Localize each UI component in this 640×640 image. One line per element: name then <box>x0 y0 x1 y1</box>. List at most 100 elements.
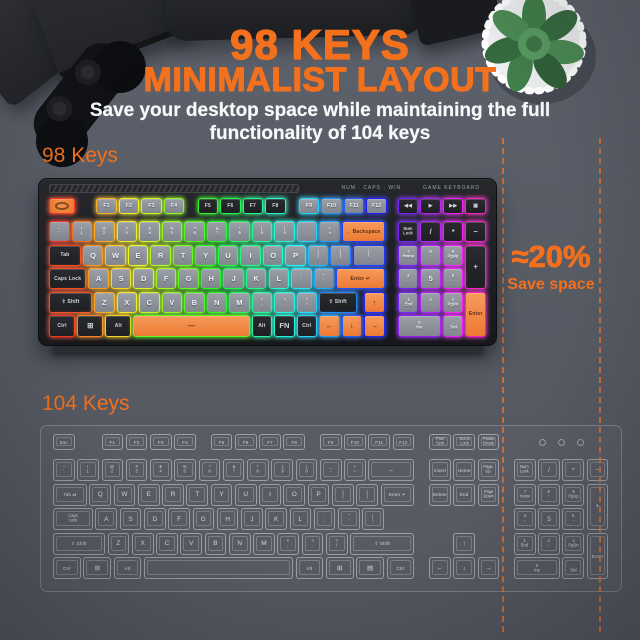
key-←: ← <box>319 315 340 337</box>
key-+: + <box>465 244 486 290</box>
key-(-9: ( 9 <box>251 221 273 243</box>
key-Y: Y <box>210 483 233 506</box>
knob-key <box>49 198 76 214</box>
key-K: K <box>245 268 267 290</box>
key-H: H <box>216 508 239 531</box>
key-V: V <box>180 532 203 555</box>
key-⊞: ⊞ <box>325 557 354 580</box>
key-F8: F8 <box>265 198 286 214</box>
key-|-\: | \ <box>352 244 385 266</box>
key-F8: F8 <box>283 434 306 451</box>
key-D: D <box>143 508 166 531</box>
key-R: R <box>162 483 184 506</box>
key-Esc: Esc <box>53 434 75 451</box>
save-percent: ≈20% <box>511 239 591 275</box>
key-Caps Lock: Caps Lock <box>49 268 87 290</box>
save-space-callout: ≈20% Save space <box>503 239 599 294</box>
key-▤: ▤ <box>356 557 384 580</box>
key-F: F <box>155 268 177 290</box>
key-Alt: Alt <box>113 557 142 580</box>
key-.-Del: . Del <box>562 557 585 580</box>
key-X: X <box>116 291 138 313</box>
key-U: U <box>234 483 257 506</box>
key-Tab: Tab <box>49 244 81 266</box>
key-$-4: $ 4 <box>139 221 160 243</box>
key-~-`: ~ ` <box>53 459 75 481</box>
key-J: J <box>223 268 244 290</box>
key-5: 5 <box>538 508 560 531</box>
key-E: E <box>137 483 160 506</box>
key-Alt: Alt <box>295 557 324 580</box>
key-|-\: | \ <box>362 508 384 531</box>
key-H: H <box>200 268 222 290</box>
key-Z: Z <box>107 532 130 555</box>
key-R: R <box>150 244 171 266</box>
keyboard-104: Esc F1 F2 F3 F4 F5 F6 F7 F8 F9 F10 F11 F12 Print Scrn… <box>40 425 622 592</box>
key-Q: Q <box>89 483 112 506</box>
key-Delete: Delete <box>429 483 451 506</box>
key-2-↓: 2 ↓ <box>538 532 560 555</box>
key-3-PgDn: 3 PgDn <box>562 532 585 555</box>
key-M: M <box>229 291 250 313</box>
key-G: G <box>178 268 199 290</box>
key-T: T <box>186 483 209 506</box>
key-⇧ Shift: ⇧ Shift <box>350 532 415 555</box>
key-FN: FN <box>274 315 295 337</box>
key-—: — <box>133 315 250 337</box>
key-)-0: ) 0 <box>274 221 295 243</box>
key-K: K <box>265 508 287 531</box>
label-104-keys: 104 Keys <box>42 392 130 415</box>
key-#-3: # 3 <box>116 221 138 243</box>
key-:-;: : ; <box>291 268 312 290</box>
key-O: O <box>262 244 284 266</box>
key-▶▶: ▶▶ <box>442 198 464 214</box>
key-4-←: 4 ← <box>513 508 536 531</box>
key-D: D <box>133 268 154 290</box>
key-F7: F7 <box>259 434 281 451</box>
indicator-labels: NUM · CAPS · WIN <box>341 185 402 191</box>
key-/: / <box>420 221 441 243</box>
key-I: I <box>240 244 261 266</box>
key-:-;: : ; <box>313 508 336 531</box>
key-Z: Z <box>94 291 115 313</box>
key-⇧ Shift: ⇧ Shift <box>53 532 105 555</box>
key-Enter ↵: Enter ↵ <box>336 268 385 290</box>
key-←: ← <box>368 459 415 481</box>
key-F11: F11 <box>343 198 365 214</box>
indicator-strip: NUM · CAPS · WIN GAME KEYBOARD <box>341 185 480 191</box>
key-Tab ⇄: Tab ⇄ <box>53 483 87 506</box>
key-F: F <box>168 508 190 531</box>
key-F2: F2 <box>118 198 140 214</box>
key-+: + <box>586 483 609 531</box>
key-blank <box>143 557 293 580</box>
key-F7: F7 <box>242 198 264 214</box>
succulent-plant <box>481 0 596 104</box>
key-Ctrl: Ctrl <box>49 315 76 337</box>
key-_--: _ - <box>296 221 318 243</box>
key->-.: > . <box>274 291 295 313</box>
key-F3: F3 <box>141 198 162 214</box>
key-7-Home: 7 Home <box>397 244 419 266</box>
key-_--: _ - <box>319 459 342 481</box>
key-{-[: { [ <box>307 244 329 266</box>
key-F4: F4 <box>174 434 196 451</box>
key-F4: F4 <box>163 198 185 214</box>
key-W: W <box>105 244 126 266</box>
key-E: E <box>127 244 149 266</box>
key-*: * <box>442 221 464 243</box>
key-B: B <box>204 532 227 555</box>
key-0-Ins: 0 Ins <box>397 315 441 337</box>
key-F11: F11 <box>368 434 391 451</box>
key-7-Home: 7 Home <box>513 483 536 506</box>
key-↓: ↓ <box>453 557 475 580</box>
key-⇧ Shift: ⇧ Shift <box>319 291 357 313</box>
keyboard-98-base <box>52 345 484 352</box>
key-Y: Y <box>195 244 216 266</box>
key-8-↑: 8 ↑ <box>420 244 441 266</box>
key-←: ← <box>429 557 451 580</box>
key-−: − <box>586 459 609 481</box>
key-→: → <box>364 315 385 337</box>
key-+-=: + = <box>319 221 340 243</box>
key-F1: F1 <box>96 198 117 214</box>
